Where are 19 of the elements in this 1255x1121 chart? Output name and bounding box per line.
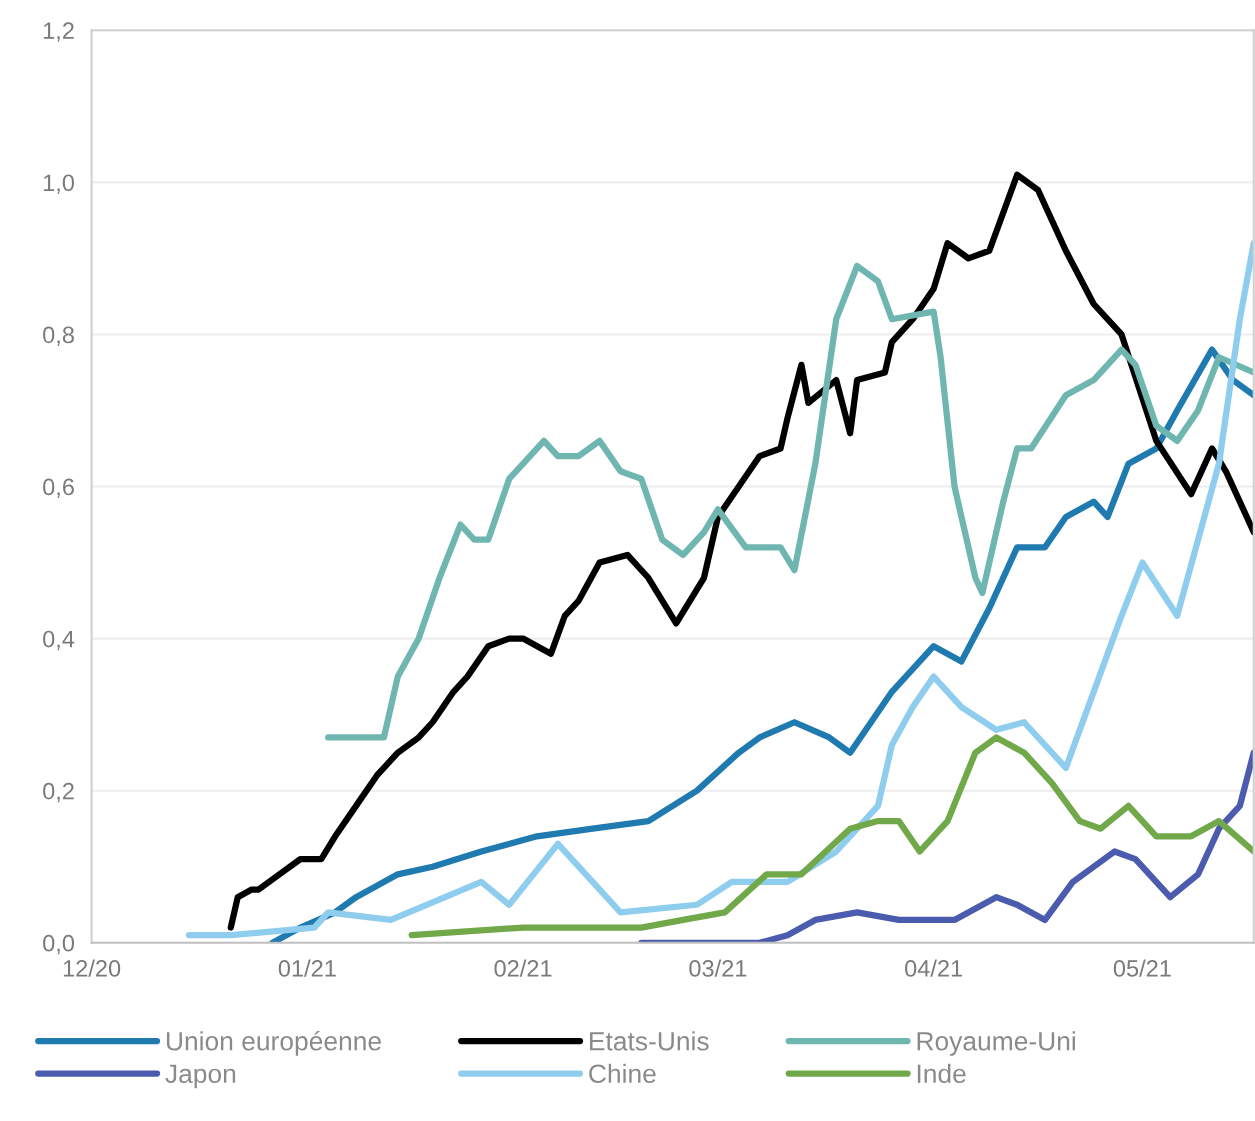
y-tick-label: 1,0 xyxy=(43,174,75,194)
legend-label: Chine xyxy=(589,1063,656,1084)
x-tick-label: 02/21 xyxy=(494,959,552,977)
x-tick-label: 12/20 xyxy=(63,959,121,977)
legend-label: Royaume-Uni xyxy=(917,1031,1075,1056)
legend-label: Union européenne xyxy=(166,1030,381,1056)
y-tick-label: 0,6 xyxy=(43,478,74,499)
x-tick-label: 03/21 xyxy=(689,959,747,977)
y-tick-label: 1,2 xyxy=(43,22,74,42)
x-tick-label: 01/21 xyxy=(278,959,336,977)
legend-label: Inde xyxy=(917,1063,966,1084)
y-tick-label: 0,8 xyxy=(43,326,74,347)
legend-label: Japon xyxy=(165,1064,236,1089)
y-tick-label: 0,2 xyxy=(43,782,74,803)
y-tick-label: 0,4 xyxy=(43,630,75,651)
y-tick-label: 0,0 xyxy=(43,934,75,955)
x-tick-label: 05/21 xyxy=(1113,959,1171,977)
legend-label: Etats-Unis xyxy=(590,1031,709,1051)
x-tick-label: 04/21 xyxy=(905,959,963,977)
